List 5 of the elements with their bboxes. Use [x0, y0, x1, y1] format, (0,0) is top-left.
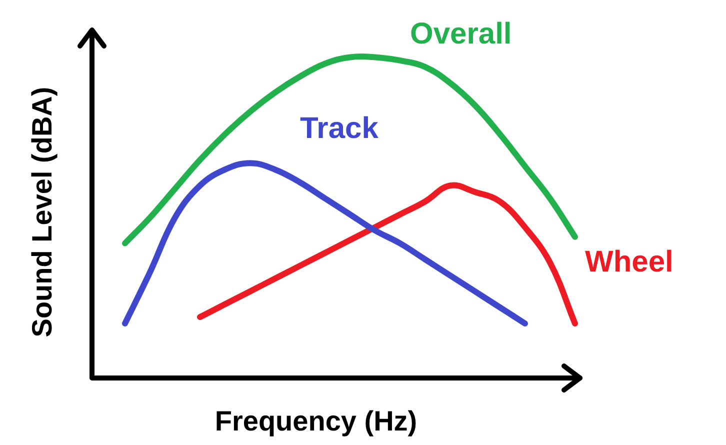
- y-axis-title: Sound Level (dBA): [26, 86, 58, 338]
- series-label: Track: [300, 112, 379, 145]
- series-label: Wheel: [585, 246, 674, 279]
- x-axis-title: Frequency (Hz): [214, 406, 418, 437]
- series-label: Overall: [410, 18, 512, 51]
